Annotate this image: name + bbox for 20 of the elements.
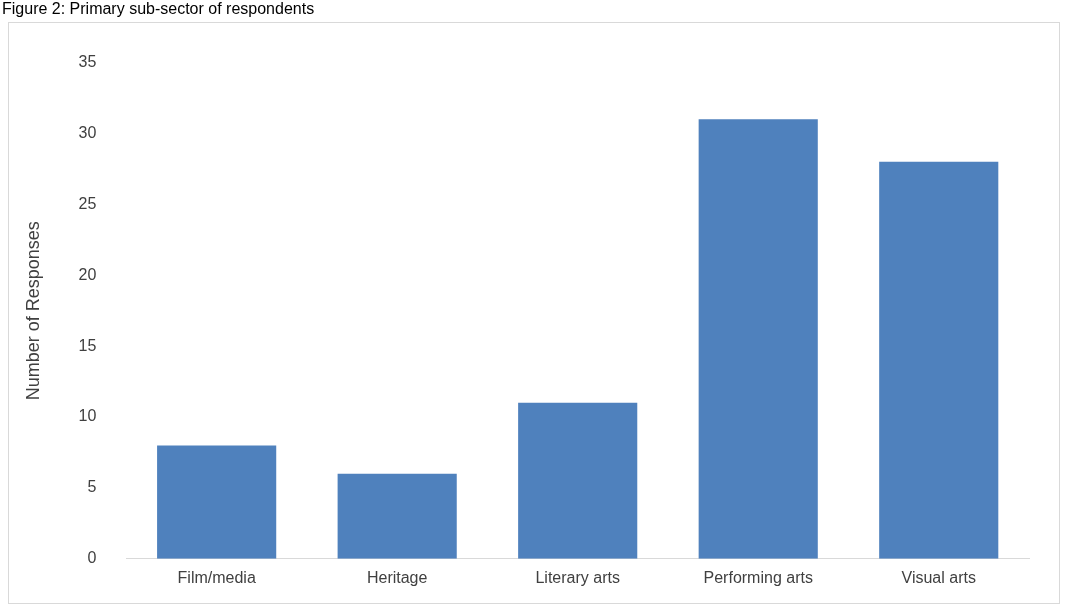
bar [879, 161, 999, 559]
bar [698, 119, 818, 559]
x-tick-label: Literary arts [535, 568, 620, 586]
y-axis-title: Number of Responses [22, 221, 43, 401]
x-tick-label: Performing arts [703, 568, 813, 586]
y-tick-label: 30 [78, 123, 97, 141]
x-tick-label: Heritage [366, 568, 428, 586]
x-tick-label: Visual arts [901, 568, 976, 586]
y-tick-label: 0 [87, 549, 97, 567]
y-tick-label: 20 [78, 265, 97, 283]
y-tick-label: 5 [87, 478, 97, 496]
chart-title: Figure 2: Primary sub-sector of respondents [2, 0, 315, 18]
y-tick-label: 15 [78, 336, 97, 354]
bar [337, 473, 457, 559]
bar [157, 445, 277, 559]
bar [518, 402, 638, 559]
y-tick-label: 25 [78, 194, 97, 212]
y-tick-label: 35 [78, 53, 97, 71]
x-tick-label: Film/media [177, 568, 256, 586]
y-tick-label: 10 [78, 407, 97, 425]
